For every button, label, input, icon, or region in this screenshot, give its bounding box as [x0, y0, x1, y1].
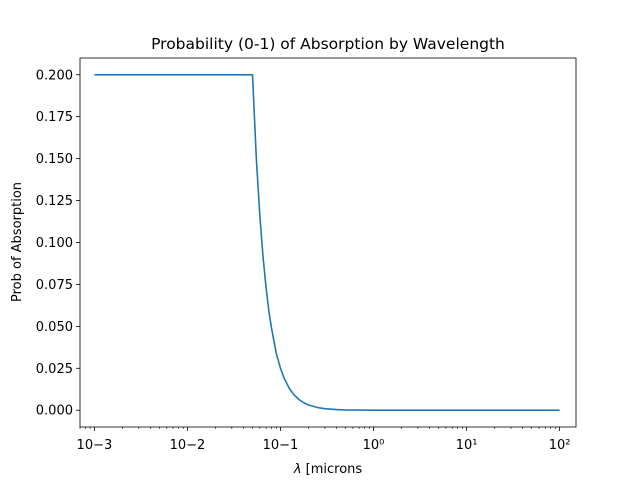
x-axis-label: λ [microns — [293, 462, 363, 477]
y-tick-label: 0.125 — [36, 194, 73, 209]
x-tick-label: 10¹ — [456, 438, 478, 453]
plot-area — [80, 58, 576, 427]
series-line — [94, 73, 560, 412]
y-tick-label: 0.000 — [36, 404, 73, 419]
x-tick-label: 10−1 — [263, 438, 299, 453]
y-axis-ticks: 0.000 0.025 0.050 0.075 0.100 0.125 0.150 0.175… — [36, 68, 80, 419]
x-axis-ticks: 10−3 10−2 10−1 10⁰ 10¹ 10² — [77, 427, 571, 453]
axes-frame — [79, 57, 577, 428]
x-axis-label-symbol: λ — [293, 462, 302, 477]
y-tick-label: 0.175 — [36, 110, 73, 125]
y-tick-label: 0.075 — [36, 278, 73, 293]
y-tick-label: 0.025 — [36, 362, 73, 377]
y-axis-label: Prob of Absorption — [10, 182, 25, 302]
y-tick-label: 0.100 — [36, 236, 73, 251]
chart-title: Probability (0-1) of Absorption by Wavel… — [151, 35, 505, 53]
x-axis-label-text: [microns — [302, 462, 363, 477]
y-tick-label: 0.200 — [36, 68, 73, 83]
y-tick-label: 0.150 — [36, 152, 73, 167]
x-tick-label: 10−2 — [170, 438, 206, 453]
x-tick-label: 10⁰ — [363, 438, 385, 453]
x-tick-label: 10² — [549, 438, 571, 453]
axes-border — [79, 57, 577, 428]
x-tick-label: 10−3 — [77, 438, 113, 453]
series-group — [94, 73, 560, 412]
y-tick-label: 0.050 — [36, 320, 73, 335]
